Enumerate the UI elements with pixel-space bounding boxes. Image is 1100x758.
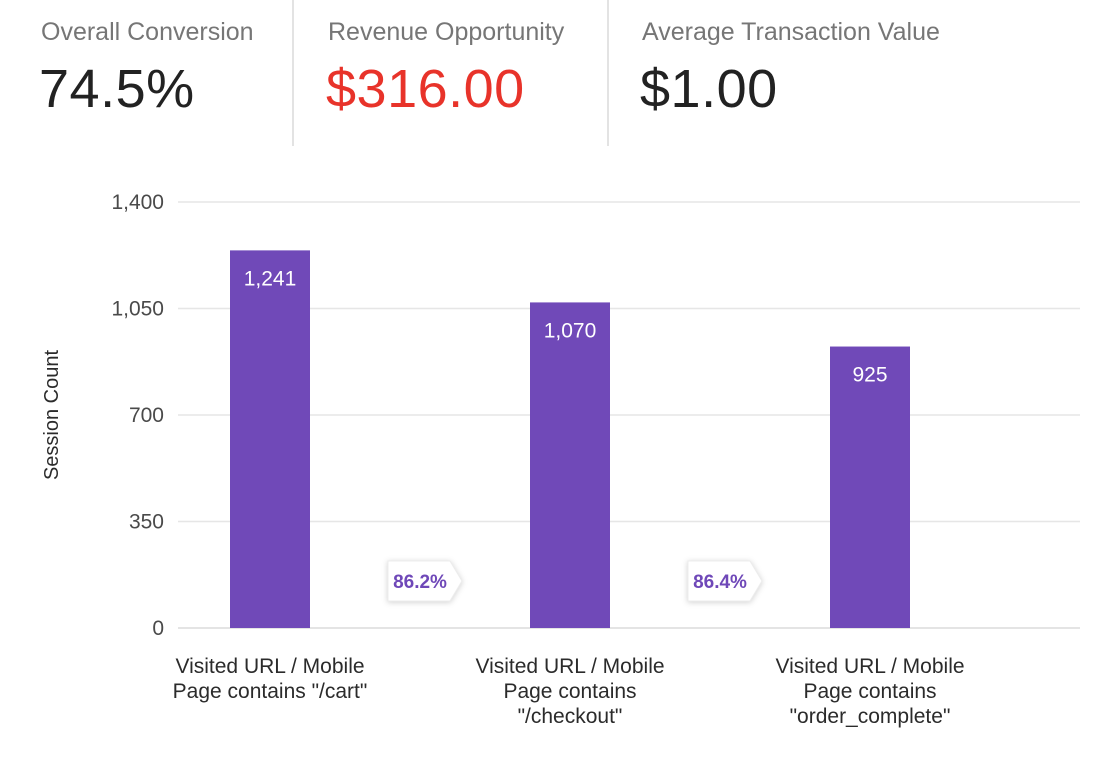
conversion-tag [387, 560, 463, 602]
y-axis-label: Session Count [41, 350, 63, 481]
x-category-label: "order_complete" [790, 705, 951, 728]
x-category-label: Page contains [503, 680, 636, 703]
kpi-value: 74.5% [39, 59, 195, 119]
bar [830, 346, 910, 628]
kpi-value: $1.00 [640, 59, 778, 119]
y-tick-label: 700 [129, 404, 164, 427]
bar-value-label: 1,241 [244, 267, 297, 290]
x-category-label: "/checkout" [518, 705, 623, 728]
bar [530, 302, 610, 628]
bar [230, 250, 310, 629]
kpi-label: Overall Conversion [41, 18, 254, 46]
y-tick-label: 1,050 [111, 298, 164, 321]
kpi-value: $316.00 [326, 59, 525, 119]
x-category-label: Visited URL / Mobile [775, 655, 964, 678]
kpi-divider [607, 0, 609, 146]
x-category-label: Visited URL / Mobile [175, 655, 364, 678]
step-conversion-label: 86.4% [693, 572, 747, 593]
conversion-tag [687, 560, 763, 602]
kpi-label: Revenue Opportunity [328, 18, 565, 46]
y-tick-label: 350 [129, 511, 164, 534]
y-tick-label: 0 [152, 617, 164, 640]
kpi-row: Overall Conversion 74.5% Revenue Opportu… [0, 0, 1100, 146]
bar-value-label: 1,070 [544, 319, 597, 342]
kpi-label: Average Transaction Value [642, 18, 940, 46]
bar-value-label: 925 [852, 364, 887, 387]
kpi-divider [292, 0, 294, 146]
x-category-label: Visited URL / Mobile [475, 655, 664, 678]
x-category-label: Page contains [803, 680, 936, 703]
y-tick-label: 1,400 [111, 191, 164, 214]
step-conversion-label: 86.2% [393, 572, 447, 593]
x-category-label: Page contains "/cart" [173, 680, 368, 703]
